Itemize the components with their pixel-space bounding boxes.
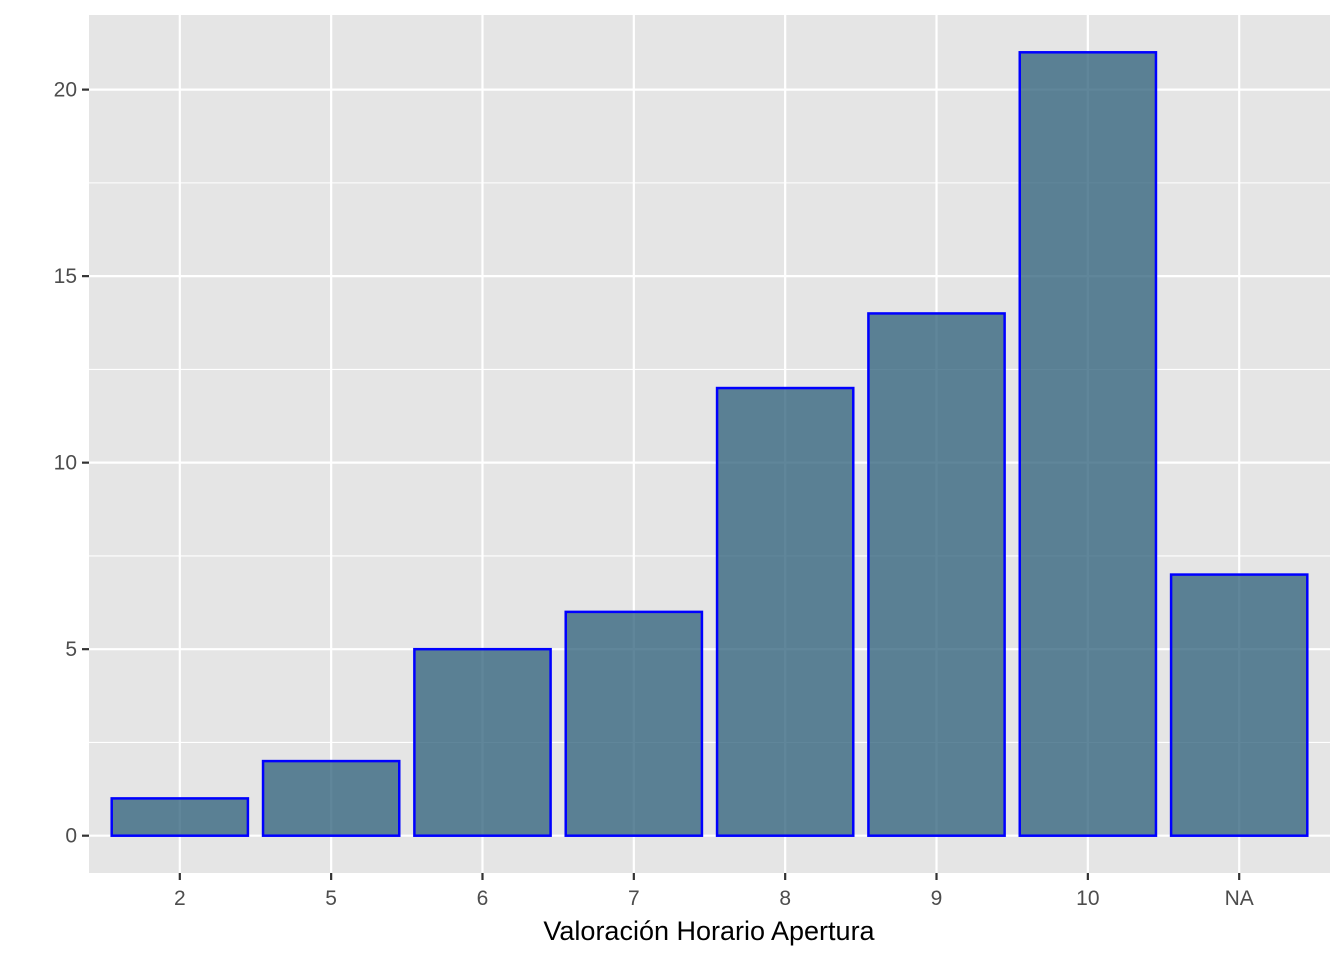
x-tick-label: 7 (628, 887, 640, 910)
y-tick-label: 15 (54, 265, 77, 288)
x-tick-label: NA (1225, 887, 1254, 910)
bar-5 (261, 759, 401, 837)
y-tick-label: 5 (65, 638, 77, 661)
y-tick-label: 10 (54, 452, 77, 475)
x-tick-label: 10 (1076, 887, 1099, 910)
x-axis-title: Valoración Horario Apertura (543, 916, 875, 946)
x-axis: 2 5 6 7 8 9 10 NA (174, 873, 1254, 910)
x-tick-label: 2 (174, 887, 186, 910)
y-tick-label: 0 (65, 825, 77, 848)
bar-NA (1169, 573, 1309, 837)
bar-8 (715, 386, 855, 837)
y-axis: 0 5 10 15 20 (54, 79, 89, 848)
x-tick-label: 8 (779, 887, 791, 910)
bar-9 (867, 312, 1006, 837)
bar-10 (1018, 51, 1158, 837)
bar-7 (564, 610, 704, 837)
x-tick-label: 6 (477, 887, 489, 910)
y-tick-label: 20 (54, 79, 77, 102)
x-tick-label: 5 (325, 887, 337, 910)
bars (110, 51, 1309, 837)
bar-6 (413, 647, 552, 837)
x-tick-label: 9 (931, 887, 943, 910)
bar-2 (110, 797, 250, 837)
